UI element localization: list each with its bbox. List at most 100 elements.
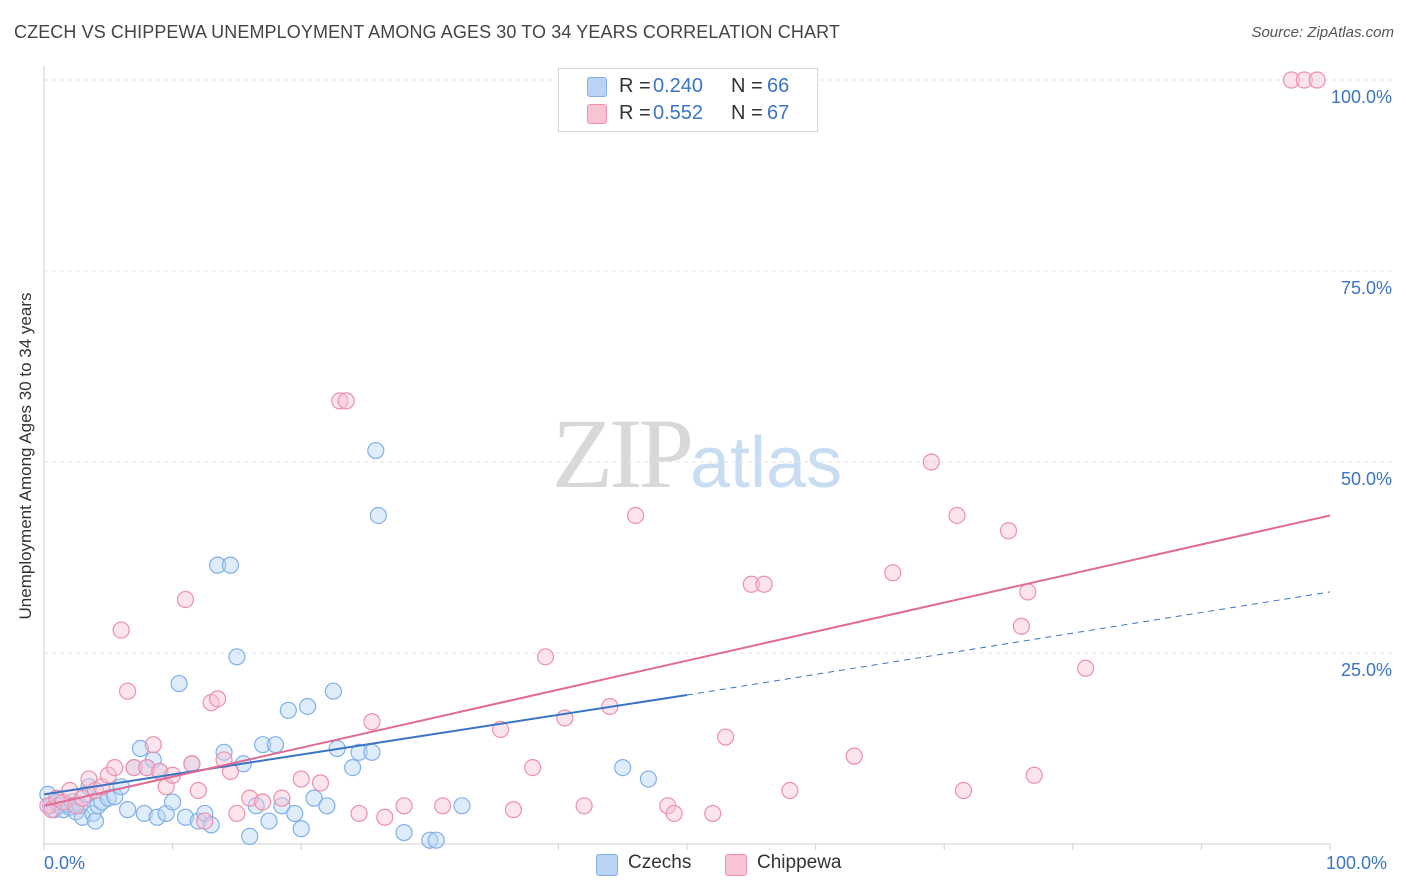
chippewa-point	[241, 789, 259, 807]
chippewa-r-value: 0.552	[653, 102, 704, 124]
czechs-point	[299, 697, 317, 716]
czechs-point	[209, 556, 227, 574]
czechs-legend-swatch	[596, 854, 618, 876]
czechs-point	[254, 736, 272, 754]
czechs-point	[131, 739, 150, 758]
czechs-point	[164, 793, 182, 811]
chippewa-point	[999, 522, 1018, 540]
chippewa-point	[1077, 659, 1095, 677]
czechs-r-value: 0.240	[653, 75, 704, 97]
r-label: R =	[619, 75, 651, 97]
czechs-point	[421, 831, 439, 849]
chippewa-point	[138, 758, 156, 777]
chippewa-point	[1308, 71, 1326, 89]
czechs-point	[221, 556, 240, 574]
chippewa-point	[742, 575, 760, 593]
czechs-point	[350, 743, 368, 761]
watermark-zip: ZIP	[552, 398, 694, 509]
chippewa-point	[948, 506, 966, 525]
chippewa-point	[189, 781, 207, 800]
chippewa-point	[1025, 766, 1043, 784]
czechs-point	[367, 441, 385, 460]
chippewa-point	[176, 590, 195, 609]
chippewa-point	[781, 781, 799, 800]
chippewa-point	[1019, 583, 1037, 601]
chippewa-point	[254, 793, 272, 811]
n-label: N =	[731, 102, 763, 124]
czechs-point	[614, 758, 632, 777]
chippewa-point	[1012, 617, 1030, 635]
czechs-point	[305, 789, 323, 807]
czechs-point	[176, 808, 195, 826]
chippewa-point	[144, 736, 162, 754]
czechs-n-value: 66	[767, 75, 790, 97]
chippewa-point	[337, 392, 355, 410]
czechs-point	[363, 743, 381, 761]
czechs-point	[279, 701, 297, 719]
czechs-point	[260, 812, 278, 830]
chippewa-point	[118, 682, 137, 700]
n-label: N =	[731, 75, 763, 97]
watermark: ZIPatlas	[552, 396, 842, 511]
legend-row-czechs: R = 0.240 N = 66	[559, 73, 817, 101]
chippewa-point	[845, 747, 863, 765]
czechs-point	[453, 797, 471, 815]
chippewa-point	[524, 758, 542, 777]
chippewa-point	[716, 728, 735, 746]
chippewa-point	[884, 564, 902, 582]
source-label: Source: ZipAtlas.com	[1251, 24, 1394, 41]
czechs-point	[170, 674, 188, 693]
chippewa-point	[922, 453, 940, 471]
chippewa-point	[350, 804, 368, 823]
chippewa-point	[536, 648, 555, 666]
legend-top: R = 0.240 N = 66 R = 0.552 N = 67	[558, 68, 818, 132]
czechs-point	[86, 812, 105, 830]
czechs-point	[118, 801, 137, 819]
chippewa-legend-swatch	[725, 854, 747, 876]
chippewa-point	[125, 758, 143, 777]
chippewa-point	[376, 808, 394, 826]
chippewa-point	[209, 690, 227, 708]
chippewa-n-value: 67	[767, 102, 790, 124]
chippewa-point	[434, 797, 452, 815]
chippewa-point	[228, 804, 246, 823]
chippewa-legend-label: Chippewa	[757, 852, 842, 873]
czechs-point	[241, 827, 259, 845]
czechs-point	[395, 823, 413, 842]
chippewa-point	[575, 797, 593, 815]
chippewa-point	[395, 797, 413, 815]
chippewa-swatch	[587, 104, 607, 124]
chippewa-point	[292, 770, 310, 788]
czechs-point	[135, 804, 153, 823]
czechs-point	[266, 736, 285, 754]
y-tick-label: 50.0%	[1340, 469, 1392, 489]
chippewa-point	[273, 789, 291, 807]
watermark-atlas: atlas	[690, 423, 843, 503]
czechs-point	[324, 682, 342, 700]
y-tick-label: 25.0%	[1340, 660, 1392, 680]
chippewa-point	[1282, 71, 1301, 89]
r-label: R =	[619, 102, 651, 124]
chippewa-point	[112, 621, 130, 639]
chippewa-point	[183, 755, 201, 773]
x-tick-label: 100.0%	[1326, 853, 1388, 873]
czechs-point	[148, 808, 166, 826]
y-axis-label: Unemployment Among Ages 30 to 34 years	[16, 292, 35, 620]
chippewa-point	[106, 758, 124, 777]
chippewa-point	[1295, 71, 1313, 89]
czechs-point	[344, 758, 362, 777]
chippewa-point	[504, 801, 522, 819]
chippewa-point	[755, 575, 773, 593]
chippewa-point	[331, 392, 349, 410]
czechs-point	[427, 831, 445, 849]
czechs-point	[286, 804, 304, 823]
czechs-point	[228, 648, 246, 666]
chippewa-point	[311, 774, 330, 792]
czechs-legend-label: Czechs	[628, 852, 692, 873]
chippewa-point	[363, 713, 381, 731]
czechs-trendline-extension	[686, 591, 1331, 696]
x-tick-label: 0.0%	[44, 853, 86, 873]
chippewa-point	[665, 804, 683, 823]
czechs-point	[292, 820, 310, 838]
